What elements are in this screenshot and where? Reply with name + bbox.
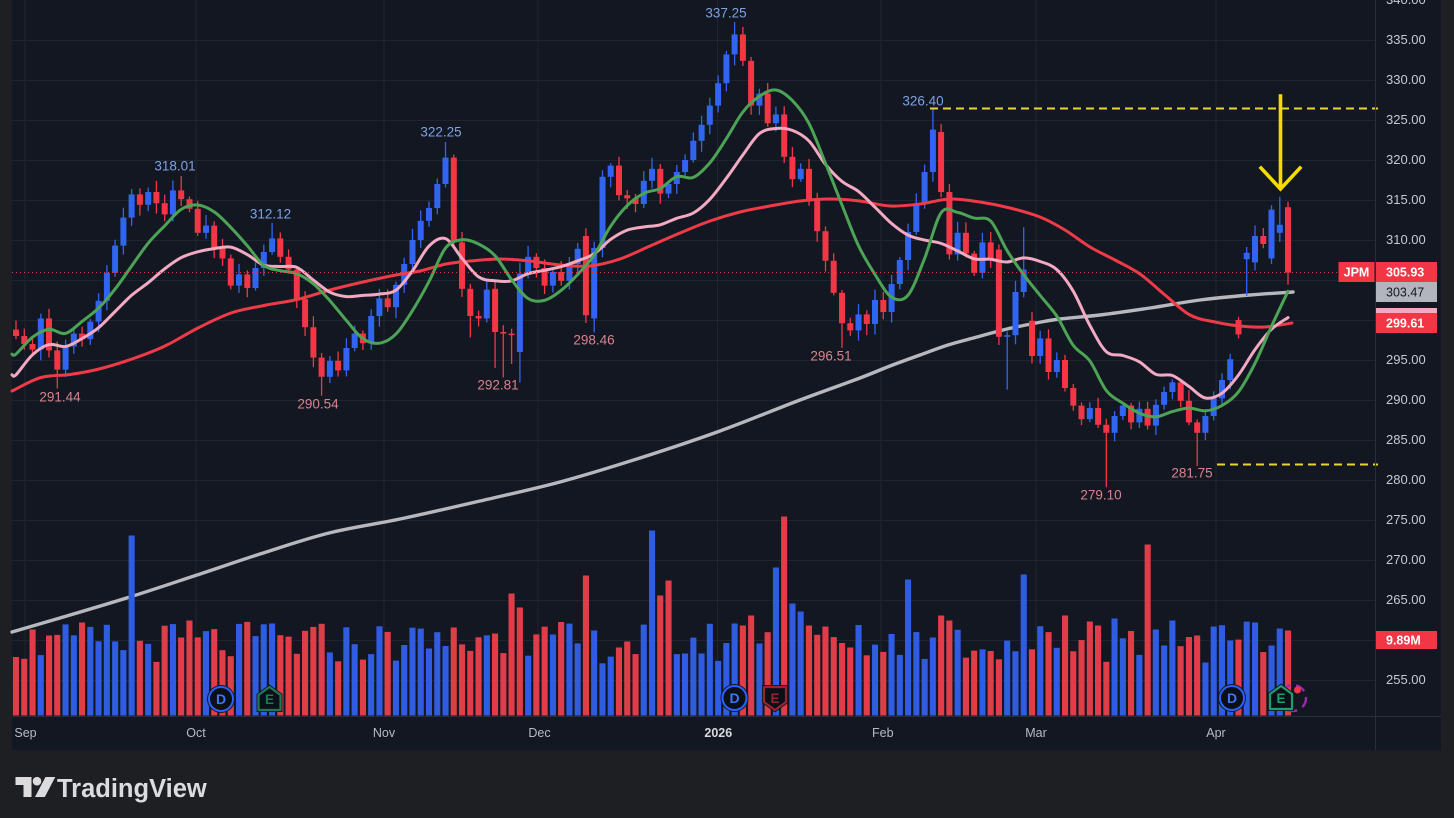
- svg-text:Feb: Feb: [872, 726, 894, 740]
- svg-text:290.54: 290.54: [297, 397, 339, 412]
- svg-text:255.00: 255.00: [1386, 672, 1426, 687]
- svg-text:Dec: Dec: [528, 726, 550, 740]
- svg-text:292.81: 292.81: [477, 378, 518, 393]
- svg-text:9.89M: 9.89M: [1386, 634, 1421, 648]
- svg-text:337.25: 337.25: [705, 6, 746, 21]
- svg-text:303.47: 303.47: [1386, 286, 1424, 300]
- svg-text:265.00: 265.00: [1386, 592, 1426, 607]
- svg-text:E: E: [1276, 691, 1285, 706]
- svg-text:D: D: [729, 690, 739, 706]
- svg-text:298.46: 298.46: [573, 333, 614, 348]
- svg-text:E: E: [265, 692, 274, 707]
- svg-text:Sep: Sep: [14, 726, 36, 740]
- svg-text:Mar: Mar: [1025, 726, 1047, 740]
- svg-text:315.00: 315.00: [1386, 192, 1426, 207]
- svg-text:322.25: 322.25: [420, 125, 461, 140]
- svg-text:Nov: Nov: [373, 726, 396, 740]
- svg-text:275.00: 275.00: [1386, 512, 1426, 527]
- svg-text:D: D: [216, 691, 226, 707]
- svg-text:330.00: 330.00: [1386, 72, 1426, 87]
- svg-text:299.61: 299.61: [1386, 317, 1424, 331]
- svg-text:280.00: 280.00: [1386, 472, 1426, 487]
- svg-text:320.00: 320.00: [1386, 152, 1426, 167]
- svg-text:270.00: 270.00: [1386, 552, 1426, 567]
- svg-text:310.00: 310.00: [1386, 232, 1426, 247]
- svg-text:290.00: 290.00: [1386, 392, 1426, 407]
- svg-text:JPM: JPM: [1344, 266, 1370, 280]
- svg-text:279.10: 279.10: [1080, 488, 1121, 503]
- svg-text:326.40: 326.40: [902, 94, 943, 109]
- svg-text:312.12: 312.12: [250, 207, 291, 222]
- svg-text:295.00: 295.00: [1386, 352, 1426, 367]
- svg-text:285.00: 285.00: [1386, 432, 1426, 447]
- svg-text:281.75: 281.75: [1171, 466, 1212, 481]
- svg-text:296.51: 296.51: [810, 349, 851, 364]
- svg-text:291.44: 291.44: [39, 390, 81, 405]
- svg-text:Oct: Oct: [186, 726, 206, 740]
- svg-text:318.01: 318.01: [154, 159, 195, 174]
- svg-text:340.00: 340.00: [1386, 0, 1426, 7]
- svg-text:305.93: 305.93: [1386, 266, 1424, 280]
- svg-text:325.00: 325.00: [1386, 112, 1426, 127]
- svg-text:E: E: [770, 691, 779, 706]
- svg-text:D: D: [1227, 690, 1237, 706]
- svg-text:TradingView: TradingView: [57, 775, 207, 803]
- svg-text:2026: 2026: [704, 726, 732, 740]
- svg-text:335.00: 335.00: [1386, 32, 1426, 47]
- svg-text:Apr: Apr: [1206, 726, 1225, 740]
